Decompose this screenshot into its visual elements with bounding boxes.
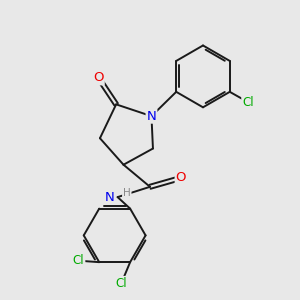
Text: Cl: Cl	[242, 96, 254, 109]
Text: H: H	[123, 188, 131, 198]
Text: O: O	[93, 71, 104, 84]
Text: N: N	[104, 190, 114, 204]
Text: Cl: Cl	[116, 277, 127, 290]
Text: O: O	[176, 172, 186, 184]
Text: Cl: Cl	[73, 254, 84, 267]
Text: N: N	[147, 110, 156, 123]
